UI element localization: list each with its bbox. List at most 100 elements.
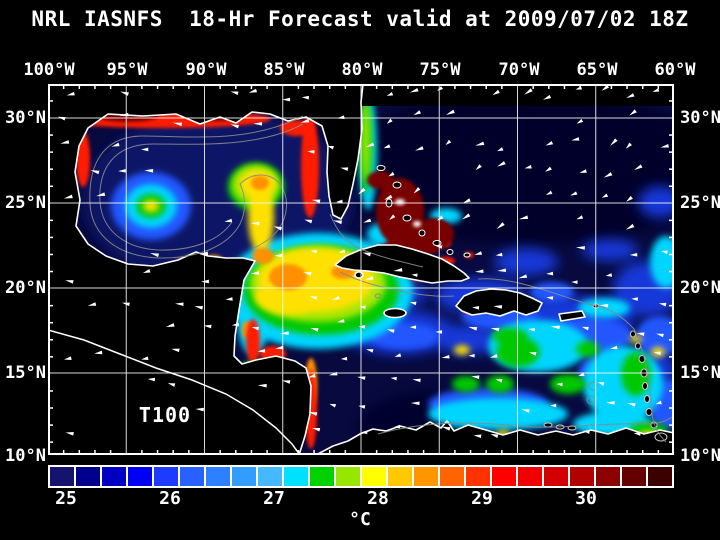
wind-arrow-icon — [147, 377, 156, 382]
wind-arrow-icon — [257, 383, 267, 388]
colorbar-unit-label: °C — [349, 509, 371, 530]
lon-tick-label: 60°W — [654, 60, 696, 80]
colorbar-cell — [414, 467, 438, 486]
wind-arrow-icon — [597, 382, 605, 386]
wind-arrow-icon — [390, 376, 397, 381]
wind-arrow-icon — [490, 434, 499, 438]
wind-arrow-icon — [601, 193, 609, 198]
lat-tick-label: 10°N — [5, 446, 46, 466]
wind-arrow-icon — [203, 324, 212, 329]
colorbar-cell — [258, 467, 282, 486]
map-canvas: T100 — [48, 84, 674, 455]
wind-arrow-icon — [633, 164, 643, 171]
lon-tick-label: 70°W — [498, 60, 540, 80]
wind-arrow-icon — [550, 325, 560, 330]
wind-arrow-icon — [118, 169, 126, 173]
wind-arrow-icon — [365, 142, 375, 148]
wind-arrow-icon — [195, 407, 204, 412]
wind-arrow-icon — [364, 276, 374, 280]
wind-arrow-icon — [340, 167, 349, 171]
wind-arrow-icon — [224, 218, 233, 223]
wind-arrow-icon — [253, 122, 263, 126]
colorbar-cell — [440, 467, 464, 486]
land-south-america — [315, 420, 674, 455]
wind-arrow-icon — [311, 199, 321, 204]
wind-arrow-icon — [576, 118, 584, 124]
wind-arrow-icon — [445, 139, 452, 146]
colorbar-cell — [154, 467, 178, 486]
colorbar-cell — [336, 467, 360, 486]
wind-arrow-icon — [200, 251, 209, 256]
wind-arrow-icon — [496, 161, 506, 167]
wind-arrow-icon — [257, 349, 266, 353]
colorbar-cell — [596, 467, 620, 486]
wind-arrow-icon — [550, 403, 557, 408]
colorbar-cell — [232, 467, 256, 486]
colorbar-tick-label: 30 — [575, 488, 597, 509]
pacific-coastline — [48, 329, 301, 455]
wind-arrow-icon — [250, 221, 260, 226]
wind-arrow-icon — [141, 356, 149, 360]
lon-tick-label: 85°W — [263, 60, 305, 80]
lat-tick-label: 15°N — [680, 363, 720, 383]
temperature-field-map — [48, 84, 674, 455]
wind-arrow-icon — [468, 353, 475, 358]
wind-vector-arrows — [57, 84, 669, 439]
wind-arrow-icon — [495, 252, 503, 257]
wind-arrow-icon — [437, 86, 444, 91]
wind-arrow-icon — [599, 303, 609, 308]
wind-arrow-icon — [576, 215, 584, 220]
land-puerto-rico — [558, 310, 586, 322]
wind-arrow-icon — [412, 378, 421, 383]
wind-arrow-icon — [358, 405, 366, 409]
wind-arrow-icon — [144, 169, 154, 173]
wind-arrow-icon — [300, 118, 310, 123]
wind-arrow-icon — [410, 401, 420, 406]
wind-arrow-icon — [281, 380, 291, 384]
wind-arrow-icon — [519, 215, 529, 220]
wind-arrow-icon — [66, 91, 75, 96]
wind-arrow-icon — [435, 330, 443, 334]
wind-arrow-icon — [358, 325, 366, 329]
wind-arrow-icon — [528, 352, 537, 356]
land-isla-juventud — [354, 271, 364, 279]
wind-arrow-icon — [495, 379, 503, 383]
wind-arrow-icon — [393, 424, 401, 429]
wind-arrow-icon — [413, 186, 421, 194]
wind-arrow-icon — [310, 249, 317, 254]
wind-arrow-icon — [230, 91, 239, 95]
wind-arrow-icon — [303, 272, 312, 276]
lon-tick-label: 80°W — [341, 60, 383, 80]
wind-arrow-icon — [275, 345, 284, 350]
wind-arrow-icon — [441, 426, 451, 431]
wind-arrow-icon — [636, 332, 645, 336]
wind-arrow-icon — [652, 88, 660, 93]
colorbar-cell — [492, 467, 516, 486]
wind-arrow-icon — [57, 116, 66, 121]
wind-arrow-icon — [333, 220, 343, 225]
wind-arrow-icon — [307, 150, 315, 154]
wind-arrow-icon — [631, 297, 638, 301]
wind-arrow-icon — [489, 353, 498, 358]
wind-arrow-icon — [362, 252, 371, 257]
wind-arrow-icon — [384, 194, 393, 200]
wind-arrow-icon — [389, 214, 396, 221]
wind-arrow-icon — [119, 112, 129, 117]
wind-arrow-icon — [411, 273, 418, 278]
wind-arrow-icon — [409, 325, 417, 330]
wind-arrow-icon — [121, 302, 130, 307]
land-hispaniola — [455, 288, 543, 317]
wind-arrow-icon — [653, 351, 661, 356]
field-label: T100 — [138, 403, 192, 427]
wind-arrow-icon — [358, 187, 366, 195]
wind-arrow-icon — [363, 218, 372, 223]
wind-arrow-icon — [462, 213, 471, 220]
colorbar-cell — [362, 467, 386, 486]
wind-arrow-icon — [340, 356, 348, 361]
wind-arrow-icon — [435, 245, 443, 249]
wind-arrow-icon — [90, 170, 100, 175]
wind-arrow-icon — [556, 382, 563, 387]
wind-arrow-icon — [633, 432, 641, 436]
lat-tick-label: 10°N — [680, 446, 720, 466]
wind-arrow-icon — [394, 353, 402, 357]
